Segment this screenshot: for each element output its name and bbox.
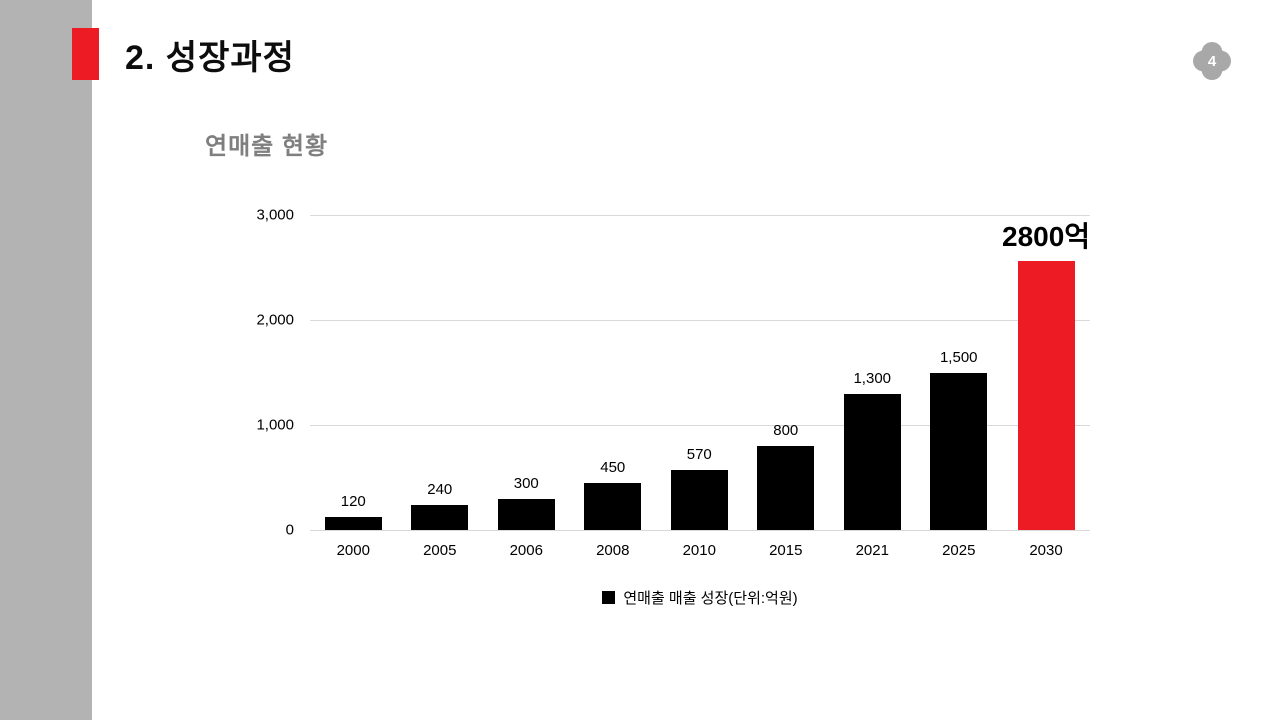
x-axis-category-label: 2005 (423, 542, 457, 559)
x-axis-category-label: 2030 (1029, 542, 1063, 559)
bar-column: 120 2000 (310, 215, 397, 559)
chart-gridlines: 0 1,000 2,000 3,000 (256, 207, 1090, 539)
chart-legend: 연매출 매출 성장(단위:억원) (310, 587, 1090, 608)
bar (411, 504, 469, 530)
bar-column: 300 2006 (483, 215, 570, 559)
x-axis-category-label: 2000 (336, 542, 370, 559)
y-axis-tick-label: 0 (285, 521, 294, 539)
bar-column: 450 2008 (570, 215, 657, 559)
y-axis-tick-label: 3,000 (256, 206, 294, 224)
bar-chart: 0 1,000 2,000 3,000 120 2000 240 2005 300 2006 45… (256, 207, 1091, 608)
chart-bars: 120 2000 240 2005 300 2006 450 2008 570 2010 800 20… (310, 215, 1091, 559)
bar-column: 800 2015 (743, 215, 830, 559)
bar (757, 446, 815, 530)
y-axis-tick-label: 1,000 (256, 416, 294, 434)
x-axis-category-label: 2025 (942, 542, 976, 559)
bar-value-label: 2800억 (1002, 221, 1091, 252)
bar (324, 517, 382, 530)
gridline (310, 530, 1090, 531)
bar (843, 393, 901, 530)
x-axis-category-label: 2006 (509, 542, 543, 559)
bar-value-label: 240 (427, 480, 453, 498)
gridline (310, 320, 1090, 321)
bar-column: 570 2010 (656, 215, 743, 559)
chart-section-title: 연매출 현황 (205, 133, 329, 160)
bar-column: 2800억 2030 (1002, 215, 1091, 559)
gridline (310, 215, 1090, 216)
x-axis-category-label: 2008 (596, 542, 630, 559)
bar-value-label: 450 (600, 458, 626, 476)
bar (1017, 261, 1075, 530)
bar (584, 482, 642, 530)
bar-column: 1,300 2021 (829, 215, 916, 559)
y-axis-tick-label: 2,000 (256, 311, 294, 329)
slide-title: 2. 성장과정 (125, 39, 295, 77)
bar-value-label: 120 (340, 493, 366, 511)
legend-label: 연매출 매출 성장(단위:억원) (623, 590, 798, 607)
bar (670, 470, 728, 530)
bar (930, 372, 988, 530)
legend-swatch (602, 591, 616, 604)
bar-value-label: 570 (686, 446, 712, 464)
quatrefoil-shape-icon (1193, 42, 1231, 80)
bar-value-label: 1,500 (939, 348, 978, 366)
bar-column: 240 2005 (397, 215, 484, 559)
bar (497, 498, 555, 530)
title-accent-bar (72, 28, 99, 80)
bar-value-label: 1,300 (853, 369, 892, 387)
x-axis-category-label: 2021 (855, 542, 889, 559)
bar-value-label: 300 (513, 474, 539, 492)
bar-value-label: 800 (773, 422, 799, 439)
bar-column: 1,500 2025 (916, 215, 1003, 559)
x-axis-category-label: 2010 (682, 542, 716, 559)
left-gray-strip (0, 0, 92, 720)
page-number-badge: 4 (1193, 42, 1231, 80)
page-number: 4 (1207, 52, 1217, 70)
x-axis-category-label: 2015 (769, 542, 803, 559)
gridline (310, 425, 1090, 426)
